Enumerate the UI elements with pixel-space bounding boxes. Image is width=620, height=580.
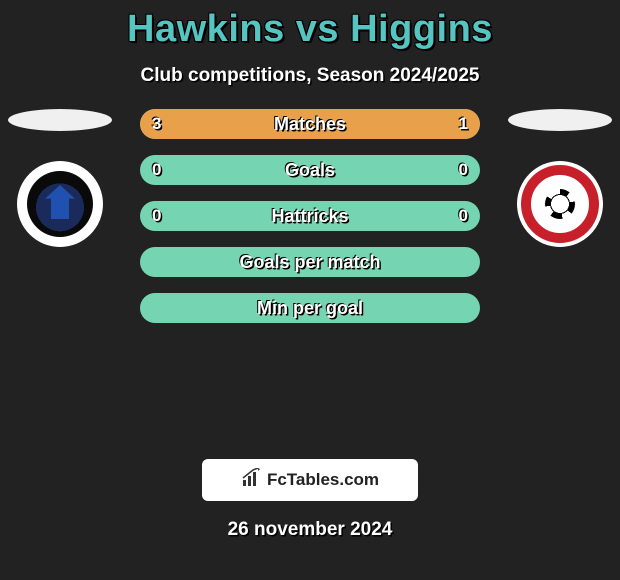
stat-bar: Min per goal bbox=[140, 293, 480, 323]
stat-label: Matches bbox=[140, 109, 480, 139]
club-left-logo bbox=[17, 161, 103, 247]
stat-bar: 31Matches bbox=[140, 109, 480, 139]
subtitle: Club competitions, Season 2024/2025 bbox=[0, 65, 620, 87]
stat-bar: Goals per match bbox=[140, 247, 480, 277]
comparison-card: Hawkins vs Higgins Club competitions, Se… bbox=[0, 0, 620, 541]
stat-bars: 31Matches 00Goals 00Hattricks Goals per mat… bbox=[140, 109, 480, 323]
page-title: Hawkins vs Higgins bbox=[0, 8, 620, 51]
player-left-column bbox=[0, 109, 120, 247]
stat-label: Goals per match bbox=[140, 247, 480, 277]
stat-label: Goals bbox=[140, 155, 480, 185]
brand-box[interactable]: FcTables.com bbox=[202, 459, 418, 501]
chart-icon bbox=[241, 468, 263, 493]
brand-label: FcTables.com bbox=[267, 470, 379, 490]
content-area: 31Matches 00Goals 00Hattricks Goals per mat… bbox=[0, 109, 620, 449]
stat-label: Hattricks bbox=[140, 201, 480, 231]
player-right-avatar-placeholder bbox=[508, 109, 612, 131]
stat-bar: 00Goals bbox=[140, 155, 480, 185]
club-right-logo bbox=[517, 161, 603, 247]
player-left-avatar-placeholder bbox=[8, 109, 112, 131]
player-right-column bbox=[500, 109, 620, 247]
stat-label: Min per goal bbox=[140, 293, 480, 323]
date-label: 26 november 2024 bbox=[0, 519, 620, 541]
stat-bar: 00Hattricks bbox=[140, 201, 480, 231]
